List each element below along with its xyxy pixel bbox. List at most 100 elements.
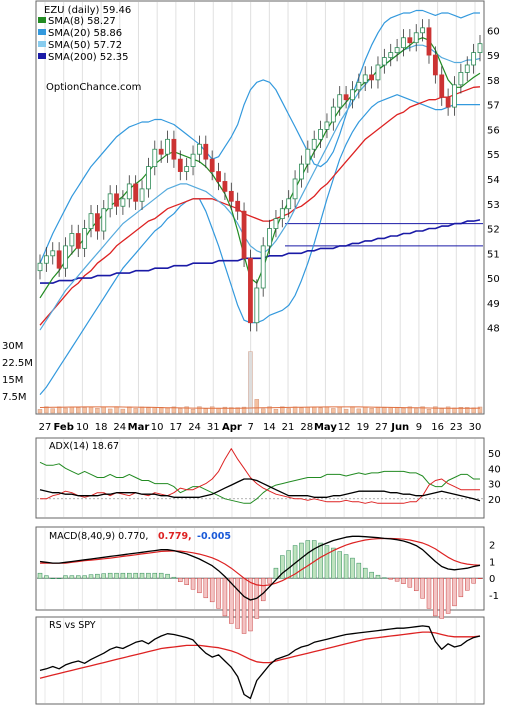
x-label-19: Jun [390, 422, 409, 433]
volume-bar-31 [235, 407, 240, 414]
legend-label-0: SMA(8) 58.27 [48, 16, 116, 27]
volume-bar-2 [50, 408, 55, 414]
rs-line [39, 625, 481, 700]
candle-body-51 [362, 74, 368, 83]
macd-hist-bar-62 [433, 577, 438, 617]
candle-body-57 [401, 37, 406, 49]
volume-tick-1: 22.5M [2, 358, 33, 369]
candle-body-40 [292, 178, 298, 200]
volume-avg-line [39, 406, 481, 409]
volume-bar-26 [203, 408, 208, 414]
price-tick-50: 50 [487, 274, 500, 285]
macd-hist-bar-45 [324, 545, 330, 579]
macd-tick-2: 0 [489, 574, 495, 585]
x-label-14: 28 [300, 422, 313, 433]
macd-hist-bar-59 [413, 577, 419, 592]
macd-hist-bar-53 [375, 574, 381, 579]
candle-body-3 [56, 250, 62, 269]
volume-bar-17 [146, 407, 151, 414]
volume-bar-61 [426, 409, 432, 414]
volume-bar-69 [477, 406, 483, 414]
macd-hist-bar-6 [76, 575, 81, 579]
macd-hist-bar-36 [267, 577, 272, 584]
x-label-5: Mar [128, 422, 150, 433]
volume-bar-37 [273, 408, 279, 414]
volume-bar-49 [350, 406, 355, 414]
candle-body-19 [158, 148, 164, 155]
chart-title: EZU (daily) 59.46 [44, 5, 131, 16]
volume-bar-21 [171, 406, 177, 414]
price-tick-51: 51 [487, 249, 500, 260]
volume-bar-50 [356, 408, 362, 414]
candle-body-32 [241, 210, 247, 259]
bollinger-lower [39, 94, 480, 395]
adx-tick-50: 50 [488, 449, 501, 460]
volume-bar-52 [369, 408, 374, 414]
macd-hist-bar-48 [343, 554, 349, 579]
volume-bar-40 [292, 406, 298, 414]
candle-body-66 [458, 72, 464, 86]
macd-hist-bar-60 [420, 577, 425, 599]
candle-body-25 [197, 143, 202, 155]
candle-body-54 [381, 57, 387, 66]
candle-body-18 [152, 148, 158, 167]
volume-bar-13 [120, 408, 126, 414]
candle-body-16 [139, 188, 145, 202]
volume-bar-28 [216, 407, 221, 414]
volume-bar-15 [133, 408, 138, 414]
rs-avg-line [39, 631, 481, 679]
macd-signal-line [40, 537, 481, 587]
candle-body-0 [37, 262, 43, 272]
adx-panel-frame [35, 437, 485, 519]
macd-hist-bar-29 [222, 577, 228, 617]
price-tick-53: 53 [487, 200, 500, 211]
price-tick-59: 59 [487, 51, 500, 62]
volume-bar-9 [95, 408, 100, 414]
candle-body-63 [439, 74, 445, 98]
candle-body-34 [254, 287, 260, 324]
macd-hist-bar-21 [171, 576, 177, 579]
volume-bar-11 [107, 408, 113, 414]
sma20-line [39, 44, 481, 331]
volume-bar-60 [420, 406, 425, 414]
x-label-2: 10 [76, 422, 89, 433]
macd-hist-bar-51 [362, 567, 368, 579]
candle-body-15 [133, 183, 139, 202]
volume-bar-46 [331, 408, 336, 414]
macd-hist-bar-64 [445, 577, 451, 614]
macd-hist-bar-20 [165, 573, 170, 579]
macd-hist-bar-47 [337, 551, 342, 579]
x-label-4: 24 [113, 422, 126, 433]
macd-hist-bar-46 [331, 547, 336, 579]
macd-panel-frame [35, 526, 485, 611]
macd-hist-bar-54 [382, 577, 387, 579]
volume-bar-55 [388, 407, 393, 414]
x-label-1: Feb [54, 422, 74, 433]
x-label-12: 14 [263, 422, 276, 433]
macd-hist-bar-4 [63, 575, 68, 579]
chart-layers: 60 59 58 57 56 55 54 53 52 51 50 49 48 30M 22.5M 15M 7.5… [2, 9, 501, 700]
x-label-0: 27 [39, 422, 52, 433]
candle-body-44 [318, 129, 323, 140]
x-label-9: 31 [207, 422, 220, 433]
volume-bar-62 [433, 406, 438, 414]
candle-body-11 [107, 193, 113, 210]
x-label-17: 19 [356, 422, 369, 433]
candle-body-30 [228, 190, 234, 202]
macd-hist-bar-58 [407, 577, 413, 588]
macd-tick-0: 2 [489, 541, 495, 552]
macd-hist-bar-0 [37, 572, 43, 579]
macd-hist-bar-52 [369, 571, 374, 579]
candle-body-10 [101, 208, 107, 232]
macd-hist-bar-30 [229, 577, 234, 624]
volume-bar-39 [286, 408, 291, 414]
macd-tick-3: -1 [489, 591, 499, 602]
volume-bar-59 [414, 408, 419, 414]
candle-body-62 [432, 54, 438, 76]
macd-hist-bar-27 [209, 577, 215, 603]
candle-body-50 [356, 81, 362, 91]
macd-hist-bar-32 [241, 577, 247, 634]
macd-hist-bar-1 [44, 575, 49, 579]
candle-body-26 [203, 143, 209, 160]
